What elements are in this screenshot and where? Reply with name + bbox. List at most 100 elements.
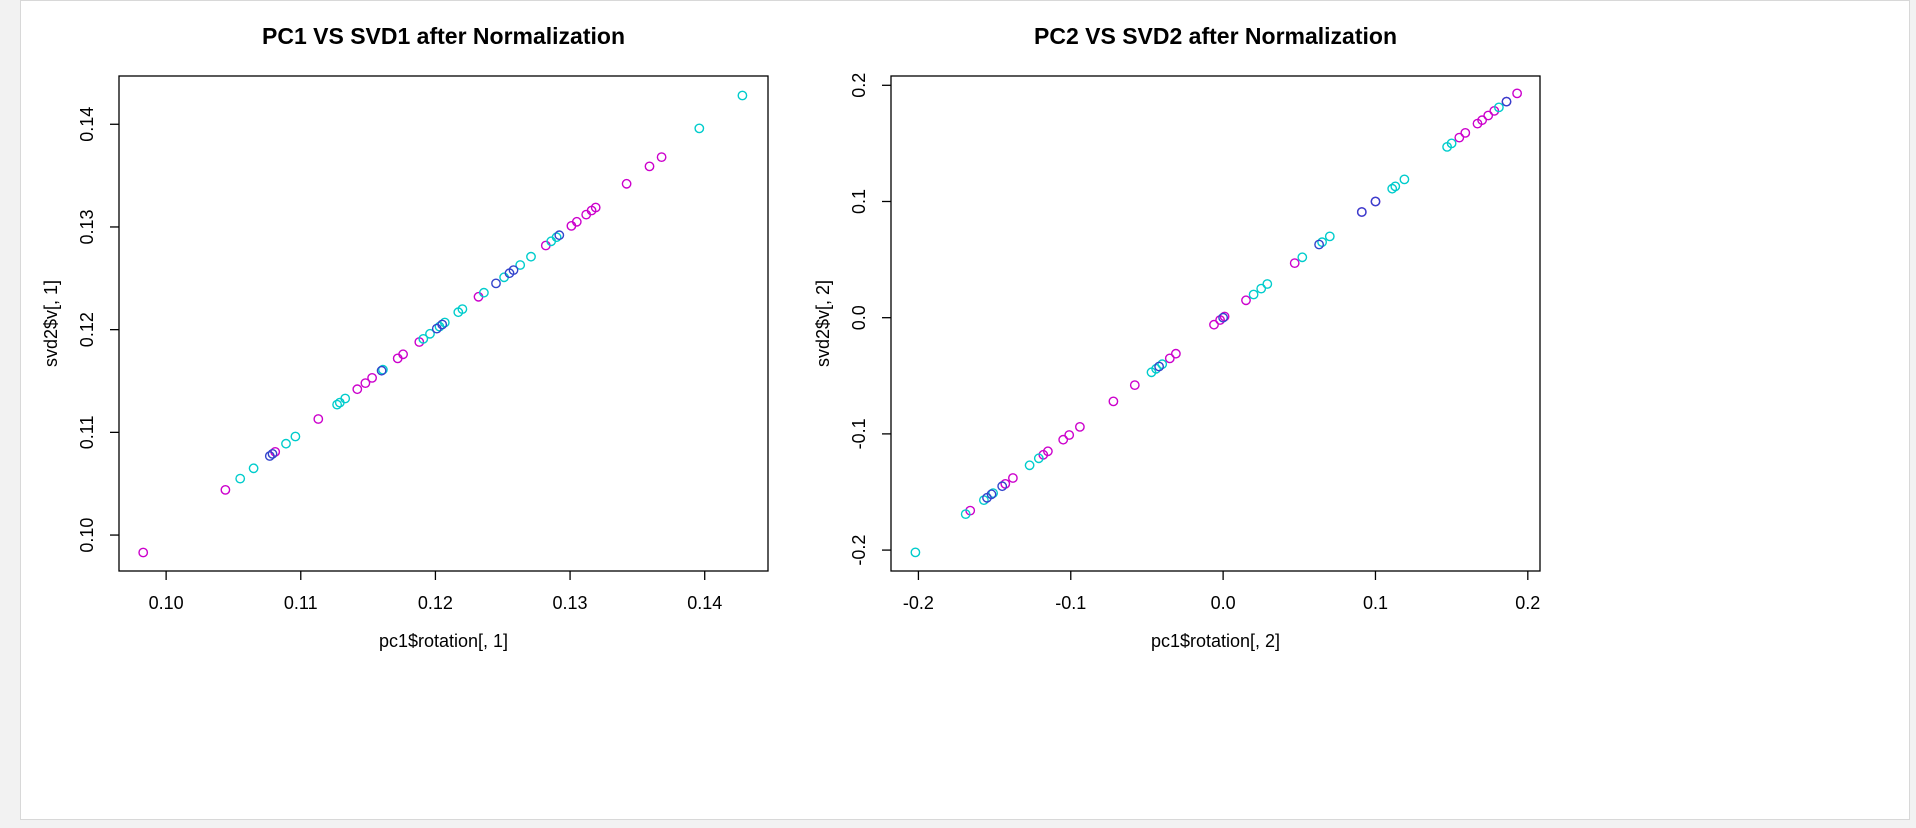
plot-frame: [118, 75, 769, 572]
data-point: [1399, 174, 1410, 185]
data-point: [551, 232, 562, 243]
data-point: [960, 509, 971, 519]
data-point: [1314, 239, 1325, 250]
data-point: [979, 495, 989, 505]
data-point: [1390, 181, 1401, 192]
y-tick-label: 0.14: [77, 107, 97, 142]
data-point: [986, 489, 997, 500]
data-point: [1157, 359, 1168, 370]
data-point: [1262, 279, 1273, 289]
data-point: [621, 178, 632, 189]
x-tick-label: -0.2: [903, 593, 934, 613]
data-point: [1108, 396, 1119, 407]
data-point: [290, 431, 301, 442]
x-tick-label: 0.0: [1211, 593, 1236, 613]
y-axis-label: svd2$v[, 1]: [41, 280, 61, 367]
data-point: [439, 317, 450, 328]
y-tick-label: 0.2: [849, 73, 869, 98]
data-point: [1043, 446, 1053, 457]
data-point: [418, 333, 429, 344]
data-point: [590, 202, 601, 213]
data-point: [515, 260, 526, 270]
data-point: [1033, 453, 1044, 464]
data-point: [360, 378, 371, 388]
data-point: [1151, 363, 1162, 374]
x-tick-label: 0.12: [418, 593, 453, 613]
data-point: [1256, 283, 1267, 294]
data-point: [1289, 258, 1300, 268]
plot-frame: [890, 75, 1541, 572]
data-point: [491, 278, 501, 289]
data-point: [988, 488, 998, 498]
data-point: [1446, 138, 1457, 149]
data-point: [1000, 478, 1011, 489]
data-point: [138, 547, 149, 558]
x-tick-label: 0.1: [1363, 593, 1388, 613]
plot-panel: PC1 VS SVD1 after Normalization pc1$rota…: [20, 0, 1910, 820]
data-point: [1129, 380, 1140, 390]
data-points: [138, 90, 748, 558]
data-point: [267, 448, 278, 459]
data-point: [1064, 430, 1075, 440]
data-point: [526, 251, 536, 262]
data-point: [1154, 361, 1165, 372]
data-point: [1460, 127, 1471, 138]
data-point: [1248, 289, 1259, 300]
data-point: [656, 152, 667, 163]
data-point: [694, 123, 705, 134]
data-point: [437, 319, 448, 330]
data-point: [997, 481, 1008, 492]
data-point: [332, 399, 342, 410]
data-point: [220, 484, 231, 495]
y-tick-label: 0.12: [77, 312, 97, 347]
x-tick-label: 0.10: [149, 593, 184, 613]
data-point: [1483, 110, 1494, 121]
data-point: [281, 438, 291, 449]
data-point: [1209, 319, 1219, 330]
data-points: [910, 88, 1523, 558]
data-point: [1317, 237, 1328, 248]
data-point: [1454, 132, 1465, 143]
data-point: [554, 230, 565, 241]
data-point: [571, 216, 582, 227]
y-tick-label: 0.1: [849, 189, 869, 214]
data-point: [1008, 473, 1018, 483]
data-point: [1058, 434, 1069, 445]
data-point: [398, 349, 408, 360]
x-tick-label: 0.11: [284, 593, 318, 613]
data-point: [1075, 421, 1085, 432]
data-point: [457, 304, 468, 314]
y-axis-label: svd2$v[, 2]: [813, 280, 833, 367]
data-point: [340, 393, 351, 404]
data-point: [1241, 295, 1251, 306]
data-point: [1218, 312, 1229, 323]
x-axis-label: pc1$rotation[, 1]: [379, 631, 508, 651]
y-tick-label: 0.13: [77, 209, 97, 244]
data-point: [1501, 96, 1512, 107]
x-tick-label: 0.13: [553, 593, 588, 613]
x-tick-label: 0.14: [687, 593, 722, 613]
data-point: [248, 463, 259, 474]
chart-title: PC2 VS SVD2 after Normalization: [1034, 23, 1397, 49]
y-tick-label: 0.11: [77, 416, 97, 450]
scatter-plot-pc2-svd2: PC2 VS SVD2 after Normalization pc1$rota…: [813, 23, 1541, 651]
y-tick-label: 0.0: [849, 305, 869, 330]
y-tick-label: -0.2: [849, 535, 869, 566]
data-point: [737, 90, 748, 101]
data-point: [264, 451, 275, 461]
x-axis-label: pc1$rotation[, 2]: [1151, 631, 1280, 651]
axis-ticks: 0.10 0.11 0.12 0.13 0.14 0.10 0.11 0.12 0.13 0.14: [77, 107, 722, 613]
data-point: [367, 372, 377, 383]
data-point: [377, 364, 388, 375]
data-point: [1171, 348, 1181, 359]
data-point: [1219, 311, 1230, 322]
data-point: [425, 328, 435, 339]
figure: PC1 VS SVD1 after Normalization pc1$rota…: [41, 23, 1541, 651]
data-point: [1024, 460, 1035, 471]
data-point: [376, 365, 387, 376]
data-point: [910, 547, 921, 558]
data-point: [1324, 231, 1335, 242]
x-tick-label: -0.1: [1055, 593, 1086, 613]
data-point: [1370, 196, 1381, 207]
y-tick-label: -0.1: [849, 418, 869, 449]
